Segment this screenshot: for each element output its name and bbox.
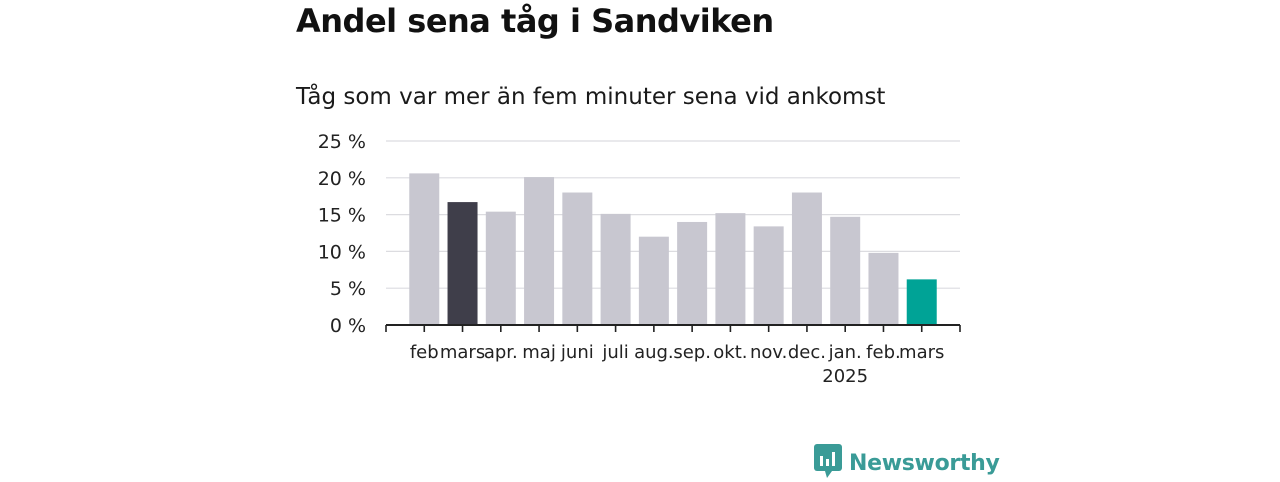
bars xyxy=(409,173,937,325)
y-axis-labels: 0 % 5 % 10 % 15 % 20 % 25 % xyxy=(318,131,366,337)
bar-chart-logo-icon xyxy=(814,444,842,482)
bar xyxy=(638,236,669,325)
x-tick-label: feb xyxy=(410,342,439,363)
brand-name: Newsworthy xyxy=(849,450,1000,476)
bar xyxy=(600,213,631,325)
x-tick-label: juli xyxy=(601,342,628,363)
y-tick-label: 5 % xyxy=(330,278,366,300)
y-tick-label: 10 % xyxy=(318,241,366,263)
x-tick-label: jan. xyxy=(828,342,862,363)
x-tick-label: nov. xyxy=(750,342,787,363)
chart-subtitle: Tåg som var mer än fem minuter sena vid … xyxy=(296,84,886,110)
bar xyxy=(868,252,899,325)
bar xyxy=(715,213,746,325)
y-tick-label: 20 % xyxy=(318,168,366,190)
x-tick-label: mars xyxy=(440,342,485,363)
bar xyxy=(677,221,708,325)
x-tick-label: aug. xyxy=(634,342,674,363)
x-tick-label: feb. xyxy=(866,342,901,363)
bar xyxy=(562,192,593,325)
x-year-label: 2025 xyxy=(822,366,868,387)
y-tick-label: 15 % xyxy=(318,205,366,227)
x-tick-label: juni xyxy=(560,342,594,363)
bar xyxy=(753,226,784,325)
bar xyxy=(409,173,440,325)
y-tick-label: 25 % xyxy=(318,131,366,153)
x-tick-label: sep. xyxy=(673,342,711,363)
x-tick-label: mars xyxy=(899,342,944,363)
x-tick-label: maj xyxy=(522,342,556,363)
x-tick-label: apr. xyxy=(484,342,518,363)
y-tick-label: 0 % xyxy=(330,315,366,337)
bar xyxy=(485,211,516,325)
x-axis xyxy=(385,324,961,332)
bar xyxy=(791,192,822,325)
gridlines xyxy=(386,140,960,289)
newsworthy-logo[interactable]: Newsworthy xyxy=(814,444,1000,482)
bar xyxy=(906,279,937,325)
page-title: Andel sena tåg i Sandviken xyxy=(296,2,774,40)
x-tick-label: dec. xyxy=(788,342,826,363)
bar xyxy=(447,202,478,325)
x-tick-label: okt. xyxy=(713,342,747,363)
bar xyxy=(830,216,861,325)
bar xyxy=(524,177,555,325)
